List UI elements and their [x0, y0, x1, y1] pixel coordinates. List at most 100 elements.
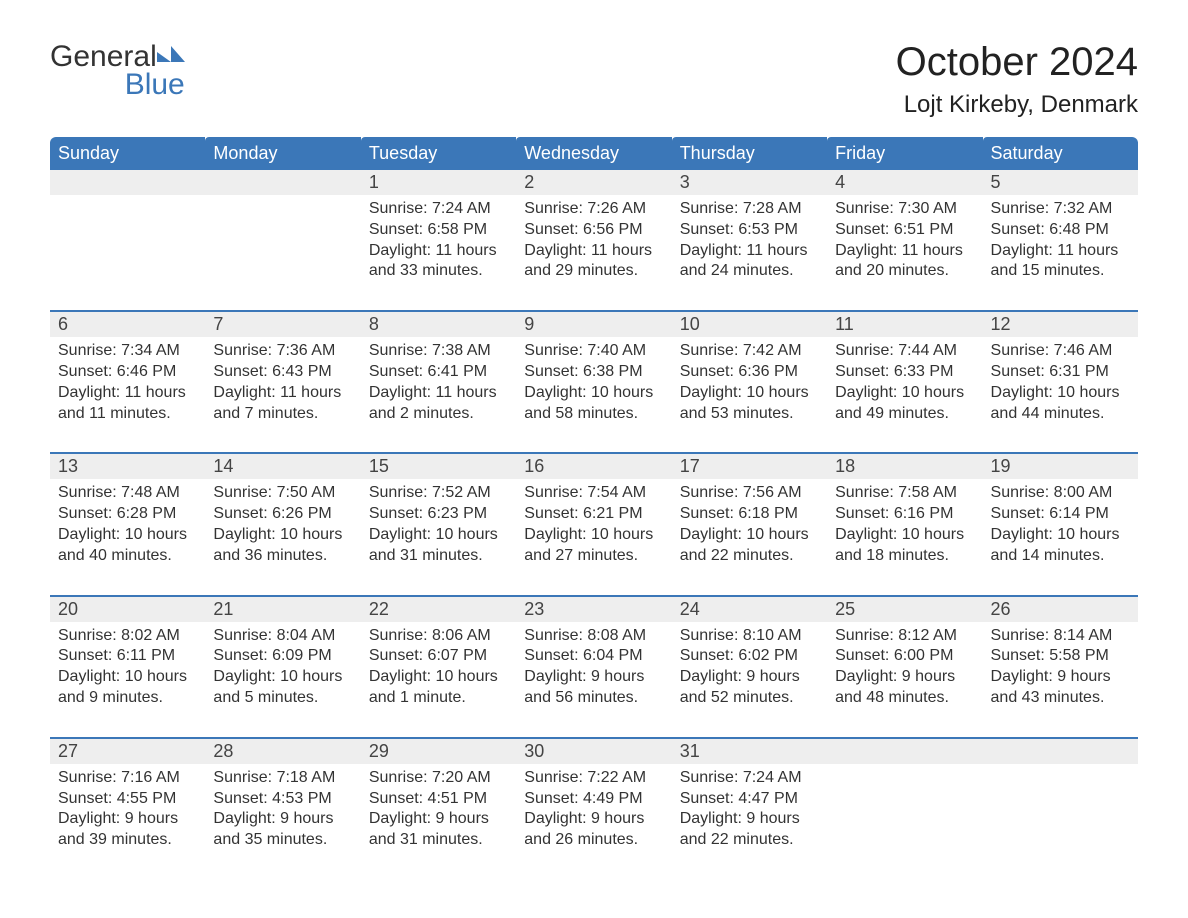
daylight-text: Daylight: 10 hours	[369, 525, 508, 546]
week-daynum-row: 13141516171819	[50, 453, 1138, 479]
week-content-row: Sunrise: 7:48 AMSunset: 6:28 PMDaylight:…	[50, 479, 1138, 595]
sunrise-text: Sunrise: 8:14 AM	[991, 626, 1130, 647]
daylight-text: and 1 minute.	[369, 688, 508, 709]
day-header: Wednesday	[516, 137, 671, 170]
week-daynum-row: 6789101112	[50, 311, 1138, 337]
daylight-text: Daylight: 11 hours	[991, 241, 1130, 262]
sunrise-text: Sunrise: 8:04 AM	[213, 626, 352, 647]
sunrise-text: Sunrise: 7:24 AM	[680, 768, 819, 789]
daylight-text: Daylight: 11 hours	[58, 383, 197, 404]
daylight-text: and 27 minutes.	[524, 546, 663, 567]
sunset-text: Sunset: 4:51 PM	[369, 789, 508, 810]
day-number-cell: 27	[50, 738, 205, 764]
day-content-cell: Sunrise: 7:46 AMSunset: 6:31 PMDaylight:…	[983, 337, 1138, 453]
sunset-text: Sunset: 6:58 PM	[369, 220, 508, 241]
sunrise-text: Sunrise: 8:02 AM	[58, 626, 197, 647]
daylight-text: Daylight: 11 hours	[369, 241, 508, 262]
daylight-text: Daylight: 9 hours	[991, 667, 1130, 688]
daylight-text: and 2 minutes.	[369, 404, 508, 425]
day-number-cell: 26	[983, 596, 1138, 622]
day-content-cell: Sunrise: 7:50 AMSunset: 6:26 PMDaylight:…	[205, 479, 360, 595]
day-number-cell: 29	[361, 738, 516, 764]
sunset-text: Sunset: 6:51 PM	[835, 220, 974, 241]
day-content-cell: Sunrise: 8:06 AMSunset: 6:07 PMDaylight:…	[361, 622, 516, 738]
sunset-text: Sunset: 4:49 PM	[524, 789, 663, 810]
daylight-text: and 15 minutes.	[991, 261, 1130, 282]
sunrise-text: Sunrise: 8:12 AM	[835, 626, 974, 647]
day-header: Monday	[205, 137, 360, 170]
sunrise-text: Sunrise: 7:56 AM	[680, 483, 819, 504]
daylight-text: Daylight: 9 hours	[524, 809, 663, 830]
day-content-cell: Sunrise: 8:02 AMSunset: 6:11 PMDaylight:…	[50, 622, 205, 738]
daylight-text: and 43 minutes.	[991, 688, 1130, 709]
day-number-cell: 31	[672, 738, 827, 764]
day-content-cell: Sunrise: 7:32 AMSunset: 6:48 PMDaylight:…	[983, 195, 1138, 311]
sunrise-text: Sunrise: 7:24 AM	[369, 199, 508, 220]
daylight-text: Daylight: 10 hours	[680, 525, 819, 546]
sunrise-text: Sunrise: 7:42 AM	[680, 341, 819, 362]
daylight-text: and 35 minutes.	[213, 830, 352, 851]
day-content-cell: Sunrise: 7:16 AMSunset: 4:55 PMDaylight:…	[50, 764, 205, 879]
daylight-text: Daylight: 10 hours	[213, 525, 352, 546]
daylight-text: and 11 minutes.	[58, 404, 197, 425]
sunset-text: Sunset: 6:26 PM	[213, 504, 352, 525]
day-header: Tuesday	[361, 137, 516, 170]
daylight-text: Daylight: 10 hours	[369, 667, 508, 688]
day-content-cell: Sunrise: 7:58 AMSunset: 6:16 PMDaylight:…	[827, 479, 982, 595]
day-content-cell: Sunrise: 7:34 AMSunset: 6:46 PMDaylight:…	[50, 337, 205, 453]
sunrise-text: Sunrise: 7:30 AM	[835, 199, 974, 220]
daylight-text: Daylight: 9 hours	[680, 809, 819, 830]
day-header: Thursday	[672, 137, 827, 170]
day-content-cell: Sunrise: 7:20 AMSunset: 4:51 PMDaylight:…	[361, 764, 516, 879]
sunrise-text: Sunrise: 8:06 AM	[369, 626, 508, 647]
daylight-text: and 20 minutes.	[835, 261, 974, 282]
sunset-text: Sunset: 6:18 PM	[680, 504, 819, 525]
daylight-text: Daylight: 10 hours	[991, 525, 1130, 546]
daylight-text: Daylight: 9 hours	[213, 809, 352, 830]
sunset-text: Sunset: 6:53 PM	[680, 220, 819, 241]
daylight-text: and 18 minutes.	[835, 546, 974, 567]
sunset-text: Sunset: 6:33 PM	[835, 362, 974, 383]
daylight-text: and 29 minutes.	[524, 261, 663, 282]
daylight-text: Daylight: 11 hours	[369, 383, 508, 404]
sunrise-text: Sunrise: 7:44 AM	[835, 341, 974, 362]
day-content-cell: Sunrise: 7:54 AMSunset: 6:21 PMDaylight:…	[516, 479, 671, 595]
day-number-cell: 6	[50, 311, 205, 337]
week-content-row: Sunrise: 7:24 AMSunset: 6:58 PMDaylight:…	[50, 195, 1138, 311]
sunrise-text: Sunrise: 7:52 AM	[369, 483, 508, 504]
day-number-cell: 25	[827, 596, 982, 622]
sunrise-text: Sunrise: 8:10 AM	[680, 626, 819, 647]
daylight-text: and 14 minutes.	[991, 546, 1130, 567]
sunset-text: Sunset: 6:36 PM	[680, 362, 819, 383]
sunset-text: Sunset: 6:23 PM	[369, 504, 508, 525]
day-content-cell	[827, 764, 982, 879]
day-header: Friday	[827, 137, 982, 170]
day-content-cell	[205, 195, 360, 311]
sunrise-text: Sunrise: 7:58 AM	[835, 483, 974, 504]
daylight-text: Daylight: 10 hours	[991, 383, 1130, 404]
week-content-row: Sunrise: 7:16 AMSunset: 4:55 PMDaylight:…	[50, 764, 1138, 879]
sunrise-text: Sunrise: 7:40 AM	[524, 341, 663, 362]
daylight-text: and 58 minutes.	[524, 404, 663, 425]
day-number-cell: 4	[827, 170, 982, 195]
daylight-text: Daylight: 10 hours	[835, 383, 974, 404]
day-number-cell: 15	[361, 453, 516, 479]
week-content-row: Sunrise: 8:02 AMSunset: 6:11 PMDaylight:…	[50, 622, 1138, 738]
day-number-cell: 11	[827, 311, 982, 337]
sunset-text: Sunset: 5:58 PM	[991, 646, 1130, 667]
sunset-text: Sunset: 4:47 PM	[680, 789, 819, 810]
day-content-cell: Sunrise: 7:26 AMSunset: 6:56 PMDaylight:…	[516, 195, 671, 311]
daylight-text: Daylight: 9 hours	[835, 667, 974, 688]
month-title: October 2024	[896, 40, 1138, 85]
sunset-text: Sunset: 6:14 PM	[991, 504, 1130, 525]
daylight-text: and 40 minutes.	[58, 546, 197, 567]
daylight-text: and 26 minutes.	[524, 830, 663, 851]
week-daynum-row: 20212223242526	[50, 596, 1138, 622]
header-right: October 2024 Lojt Kirkeby, Denmark	[896, 40, 1138, 119]
day-content-cell: Sunrise: 7:56 AMSunset: 6:18 PMDaylight:…	[672, 479, 827, 595]
day-number-cell	[50, 170, 205, 195]
sunset-text: Sunset: 6:02 PM	[680, 646, 819, 667]
day-number-cell: 19	[983, 453, 1138, 479]
daylight-text: Daylight: 9 hours	[680, 667, 819, 688]
sunrise-text: Sunrise: 7:28 AM	[680, 199, 819, 220]
